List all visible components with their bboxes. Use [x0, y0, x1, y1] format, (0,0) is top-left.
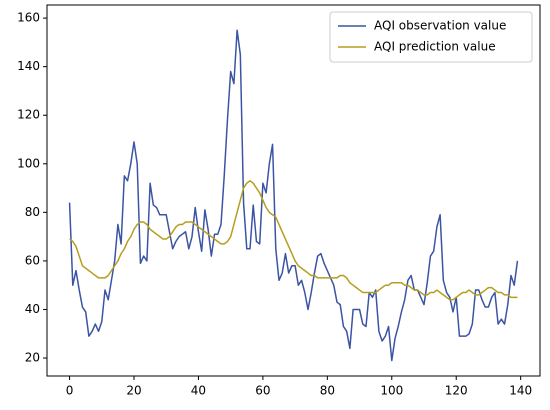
y-tick-label: 40 [25, 302, 40, 316]
x-tick-label: 100 [380, 384, 403, 398]
y-tick-label: 60 [25, 253, 40, 267]
y-tick-label: 20 [25, 351, 40, 365]
x-tick-label: 20 [126, 384, 141, 398]
x-tick-label: 60 [255, 384, 270, 398]
y-tick-label: 120 [17, 108, 40, 122]
y-tick-label: 100 [17, 156, 40, 170]
y-tick-label: 80 [25, 205, 40, 219]
legend-label: AQI prediction value [374, 40, 496, 54]
x-tick-label: 140 [509, 384, 532, 398]
x-tick-label: 0 [66, 384, 74, 398]
plot-frame [46, 4, 541, 377]
legend-label: AQI observation value [374, 19, 506, 33]
x-tick-label: 120 [445, 384, 468, 398]
x-tick-label: 40 [191, 384, 206, 398]
x-tick-label: 80 [320, 384, 335, 398]
series-line [69, 180, 518, 301]
series-line [68, 29, 519, 362]
legend-box [329, 11, 533, 63]
y-tick-label: 140 [17, 59, 40, 73]
y-tick-label: 160 [17, 11, 40, 25]
